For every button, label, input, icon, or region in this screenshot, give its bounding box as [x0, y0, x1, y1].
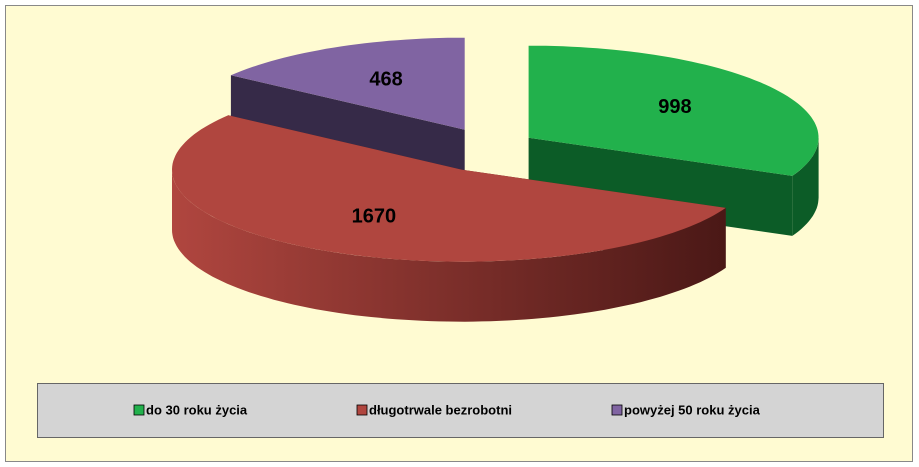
data-label: 998 — [658, 96, 691, 118]
legend-swatch — [611, 404, 623, 416]
slice-side — [172, 169, 726, 322]
legend-label: do 30 roku życia — [146, 402, 248, 417]
slice — [172, 115, 726, 262]
data-label: 1670 — [352, 206, 397, 228]
slice — [230, 37, 465, 130]
legend-label: długotrwale bezrobotni — [369, 402, 512, 417]
pie: 998 1670 468 — [172, 37, 819, 322]
slice-wall — [528, 137, 793, 236]
slice-side — [792, 137, 819, 236]
legend-swatch — [133, 404, 145, 416]
legend: do 30 roku życia długotrwale bezrobotni po… — [133, 402, 761, 417]
data-label: 468 — [369, 69, 402, 91]
slice — [528, 45, 819, 176]
legend-label: powyżej 50 roku życia — [624, 402, 761, 417]
legend-box — [37, 383, 884, 438]
legend-swatch — [356, 404, 368, 416]
